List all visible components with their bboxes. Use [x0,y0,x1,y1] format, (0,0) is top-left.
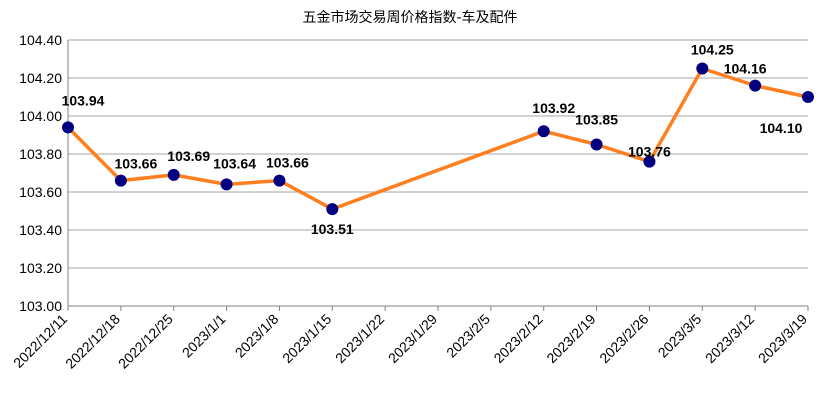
data-point-2023/1/15 [326,203,339,216]
data-point-2023/1/1 [220,178,233,191]
data-point-2023/2/26 [643,155,656,168]
series-markers [62,62,814,216]
x-tick-label-2023/1/8: 2023/1/8 [232,311,282,361]
y-tick-label-104.20: 104.20 [19,70,62,86]
x-tick-label-2023/3/12: 2023/3/12 [702,311,758,367]
x-tick-label-2023/2/26: 2023/2/26 [596,311,652,367]
x-tick-label-2023/2/5: 2023/2/5 [443,311,493,361]
x-tick-label-2022/12/25: 2022/12/25 [115,311,176,372]
data-label-2022/12/25: 103.69 [167,148,210,164]
data-label-2023/3/5: 104.25 [691,42,734,58]
series-line-group [66,66,809,211]
data-label-2022/12/11: 103.94 [62,92,105,108]
y-tick-label-103.20: 103.20 [19,260,62,276]
data-label-2023/1/8: 103.66 [266,155,309,171]
y-tick-label-104.00: 104.00 [19,108,62,124]
y-tick-label-103.00: 103.00 [19,298,62,314]
data-label-2023/1/15: 103.51 [311,221,354,237]
x-tick-label-2022/12/11: 2022/12/11 [10,311,70,371]
data-point-2022/12/11 [62,121,74,134]
x-tick-label-2023/1/15: 2023/1/15 [279,311,335,367]
data-label-2023/1/1: 103.64 [213,155,256,171]
y-tick-label-103.40: 103.40 [19,222,62,238]
x-tick-label-2023/1/1: 2023/1/1 [179,311,229,361]
data-point-2023/3/19 [802,91,814,103]
data-point-2023/2/19 [590,138,603,151]
x-tick-label-2023/1/29: 2023/1/29 [385,311,441,367]
data-label-2023/2/19: 103.85 [575,112,618,128]
y-tick-label-103.60: 103.60 [19,184,62,200]
data-label-2023/3/12: 104.16 [724,61,767,77]
x-tick-label-2023/2/19: 2023/2/19 [543,311,599,367]
data-point-2023/1/8 [273,174,286,187]
data-label-2023/2/26: 103.76 [628,144,671,160]
x-tick-label-2023/2/12: 2023/2/12 [490,311,546,367]
y-tick-label-103.80: 103.80 [19,146,62,162]
data-label-2023/2/12: 103.92 [532,100,575,116]
data-labels: 103.94 103.66 103.69 103.64 103.66 103.51 103.… [62,42,803,238]
data-point-2023/3/5 [696,62,709,75]
chart-title: 五金市场交易周价格指数-车及配件 [302,9,517,26]
x-tick-label-2022/12/18: 2022/12/18 [62,311,123,372]
y-tick-label-104.40: 104.40 [19,32,62,48]
gridlines [68,39,808,269]
data-label-2022/12/18: 103.66 [114,156,157,172]
data-point-2022/12/18 [114,174,127,187]
series-line [66,66,809,211]
data-point-2023/3/12 [749,79,762,92]
x-tick-label-2023/3/5: 2023/3/5 [655,311,705,361]
x-tick-label-2023/1/22: 2023/1/22 [332,311,388,367]
axes [67,40,809,311]
x-tick-label-2023/3/19: 2023/3/19 [755,311,811,367]
data-point-2022/12/25 [167,168,180,181]
data-label-2023/3/19: 104.10 [760,120,803,136]
y-tick-labels: 103.00 103.20 103.40 103.60 103.80 104.00 104.… [19,32,62,314]
data-point-2023/2/12 [537,125,550,138]
